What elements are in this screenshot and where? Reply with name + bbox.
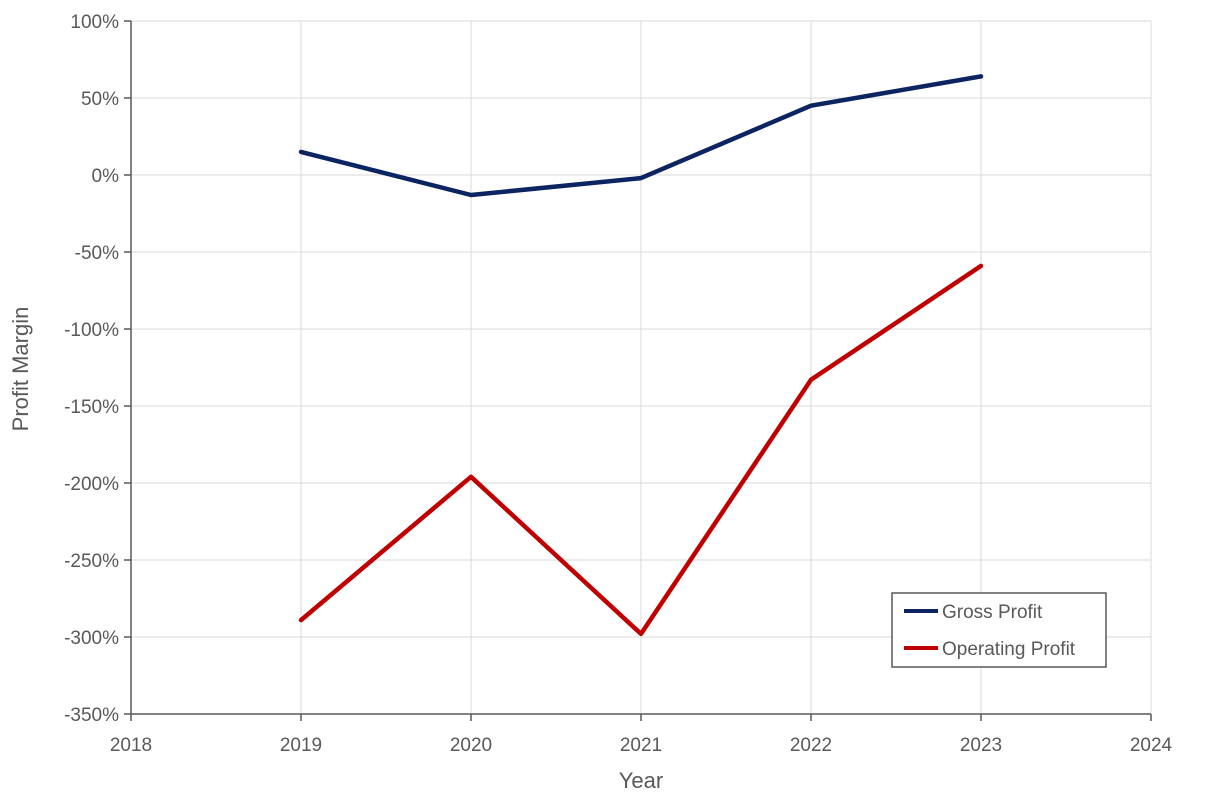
y-tick-label: -50% bbox=[75, 243, 119, 264]
x-tick-labels: 2018 2019 2020 2021 2022 2023 2024 bbox=[110, 735, 1173, 756]
legend-box bbox=[891, 592, 1107, 668]
x-tick-label: 2020 bbox=[450, 735, 492, 756]
legend: Gross Profit Operating Profit bbox=[891, 592, 1107, 668]
x-tick-label: 2023 bbox=[960, 735, 1002, 756]
y-tick-labels: 100% 50% 0% -50% -100% -150% -200% -250% -300% -3… bbox=[64, 12, 119, 726]
y-tick-label: -100% bbox=[64, 320, 119, 341]
y-tick-label: 100% bbox=[70, 12, 119, 33]
y-tick-label: -350% bbox=[64, 705, 119, 726]
y-tick-label: 50% bbox=[81, 89, 119, 110]
legend-label-gross-profit: Gross Profit bbox=[942, 602, 1043, 623]
y-tick-label: -200% bbox=[64, 474, 119, 495]
x-tick-label: 2018 bbox=[110, 735, 152, 756]
axes bbox=[124, 20, 1152, 721]
x-tick-label: 2019 bbox=[280, 735, 322, 756]
series-line-gross-profit bbox=[298, 74, 984, 198]
legend-label-operating-profit: Operating Profit bbox=[942, 639, 1076, 660]
y-tick-label: -300% bbox=[64, 628, 119, 649]
x-tick-label: 2024 bbox=[1130, 735, 1173, 756]
x-tick-label: 2022 bbox=[790, 735, 832, 756]
series-line-operating-profit bbox=[298, 263, 984, 637]
y-tick-label: -150% bbox=[64, 397, 119, 418]
x-tick-label: 2021 bbox=[620, 735, 662, 756]
x-axis-title: Year bbox=[619, 768, 663, 793]
series-lines bbox=[298, 74, 984, 637]
y-tick-label: -250% bbox=[64, 551, 119, 572]
y-axis-title: Profit Margin bbox=[8, 307, 33, 432]
y-tick-label: 0% bbox=[92, 166, 120, 187]
